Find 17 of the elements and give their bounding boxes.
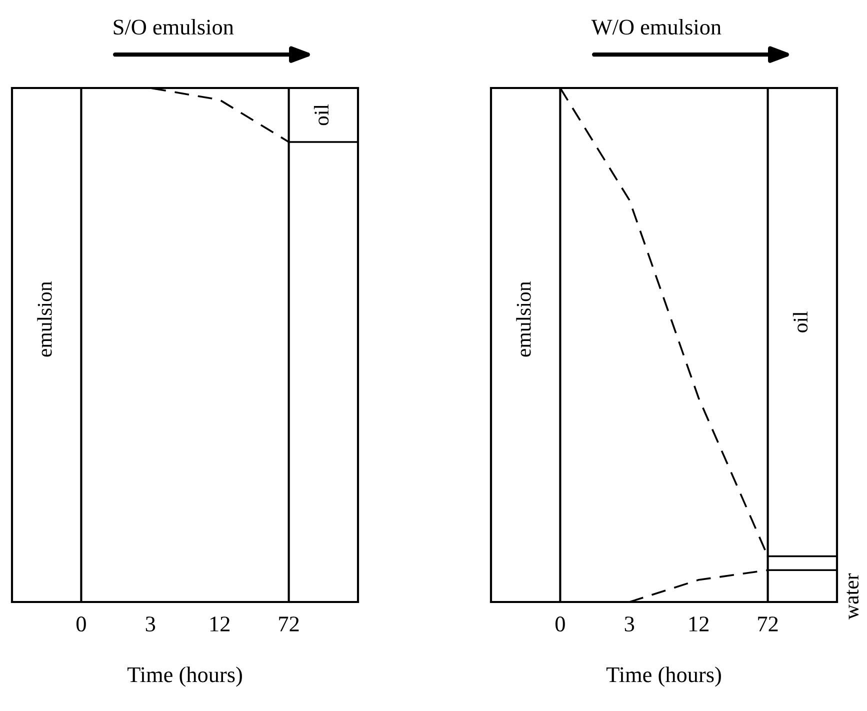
x-tick-label: 3 xyxy=(146,616,156,632)
annotation: oil xyxy=(792,312,808,332)
x-tick-label: 72 xyxy=(279,616,299,632)
x-tick-label: 12 xyxy=(689,616,708,632)
text: water xyxy=(846,573,859,620)
x-tick-label: 0 xyxy=(76,616,86,632)
chart-title: W/O emulsion xyxy=(591,19,722,35)
annotation: oil xyxy=(314,104,329,126)
x-tick-label: 3 xyxy=(624,616,634,632)
annotation: emulsion xyxy=(37,281,52,357)
x-axis-title: Time (hours) xyxy=(127,666,242,687)
annotation: emulsion xyxy=(516,281,531,357)
chart-title: S/O emulsion xyxy=(114,19,234,35)
x-tick-label: 12 xyxy=(210,616,230,632)
x-tick-label: 0 xyxy=(555,616,565,632)
x-axis-title: Time (hours) xyxy=(606,666,721,687)
x-tick-label: 72 xyxy=(758,616,778,632)
